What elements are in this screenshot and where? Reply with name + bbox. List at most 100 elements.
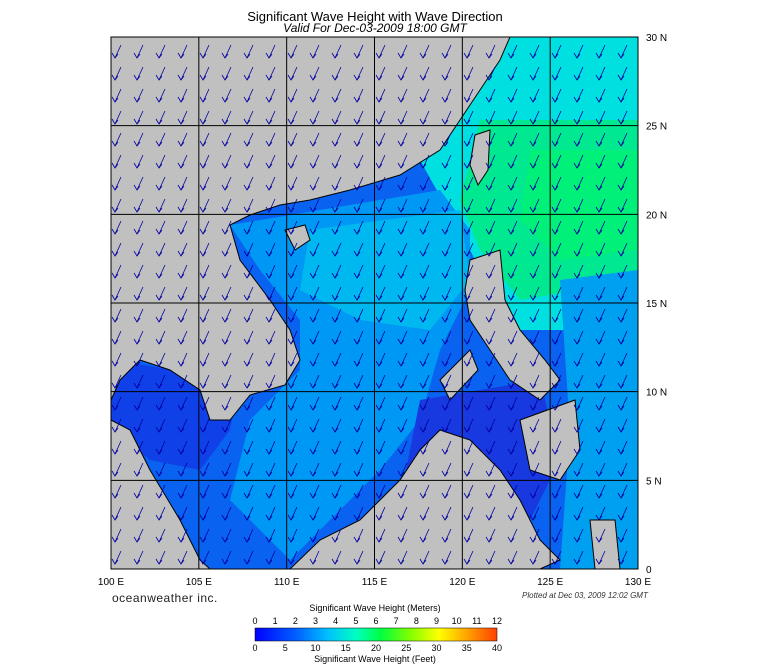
- wave-arrow: [111, 506, 122, 521]
- wave-arrow: [111, 418, 122, 433]
- wave-arrow: [419, 528, 430, 543]
- wave-arrow: [551, 110, 562, 125]
- legend-meters-tick: 6: [373, 616, 378, 626]
- wave-arrow: [485, 374, 496, 389]
- wave-arrow: [529, 88, 540, 103]
- wave-arrow: [155, 396, 166, 411]
- wave-arrow: [243, 110, 254, 125]
- wave-arrow: [485, 88, 496, 103]
- wave-arrow: [463, 396, 474, 411]
- wave-arrow: [199, 220, 210, 235]
- legend: 0 1 2 3 4 5 6 7 8 9 10 11 12 0 5 10 15 20 25 30 35 40: [252, 616, 502, 653]
- wave-arrow: [155, 132, 166, 147]
- wave-arrow: [133, 44, 144, 59]
- wave-arrow: [397, 198, 408, 213]
- legend-meters-tick: 9: [434, 616, 439, 626]
- wave-arrow: [573, 550, 584, 565]
- wave-arrow: [573, 308, 584, 323]
- wave-arrow: [485, 242, 496, 257]
- wave-arrow: [419, 440, 430, 455]
- lon-label: 105 E: [186, 577, 212, 588]
- wave-arrow: [507, 242, 518, 257]
- wave-arrow: [397, 110, 408, 125]
- wave-arrow: [397, 66, 408, 81]
- wave-arrow: [463, 528, 474, 543]
- chart-subtitle: Valid For Dec-03-2009 18:00 GMT: [283, 21, 467, 35]
- wave-arrow: [573, 396, 584, 411]
- wave-arrow: [243, 352, 254, 367]
- legend-meters-title: Significant Wave Height (Meters): [309, 603, 441, 613]
- wave-arrow: [441, 220, 452, 235]
- wave-arrow: [309, 352, 320, 367]
- wave-arrow: [309, 220, 320, 235]
- wave-arrow: [287, 374, 298, 389]
- wave-arrow: [617, 550, 628, 565]
- wave-arrow: [551, 66, 562, 81]
- wave-arrow: [155, 110, 166, 125]
- wave-arrow: [309, 286, 320, 301]
- wave-arrow: [485, 462, 496, 477]
- wave-arrow: [177, 418, 188, 433]
- wave-arrow: [265, 264, 276, 279]
- wave-arrow: [155, 418, 166, 433]
- wave-arrow: [485, 330, 496, 345]
- wave-arrow: [353, 66, 364, 81]
- wave-arrow: [595, 396, 606, 411]
- wave-arrow: [485, 550, 496, 565]
- wave-arrow: [397, 352, 408, 367]
- grid: [111, 37, 638, 569]
- wave-arrow: [375, 198, 386, 213]
- wave-arrow: [243, 528, 254, 543]
- wave-arrow: [375, 396, 386, 411]
- lat-label: 10 N: [646, 388, 667, 399]
- wave-arrow: [287, 220, 298, 235]
- wave-arrow: [177, 88, 188, 103]
- wave-arrow: [111, 484, 122, 499]
- wave-arrow: [375, 374, 386, 389]
- wave-arrow: [551, 396, 562, 411]
- wave-arrow: [287, 66, 298, 81]
- wave-arrow: [309, 550, 320, 565]
- wave-arrow: [397, 528, 408, 543]
- wave-arrow: [397, 88, 408, 103]
- wave-arrow: [309, 110, 320, 125]
- wave-arrow: [419, 132, 430, 147]
- wave-arrow: [265, 88, 276, 103]
- wave-arrow: [529, 66, 540, 81]
- wave-arrow: [243, 506, 254, 521]
- wave-arrow: [309, 44, 320, 59]
- wave-arrow: [177, 506, 188, 521]
- wave-arrow: [595, 506, 606, 521]
- wave-arrow: [265, 176, 276, 191]
- wave-arrow: [375, 88, 386, 103]
- wave-arrow: [221, 242, 232, 257]
- wave-arrow: [199, 44, 210, 59]
- wave-arrow: [243, 88, 254, 103]
- wave-arrow: [243, 286, 254, 301]
- wave-arrow: [529, 264, 540, 279]
- wave-arrow: [265, 374, 276, 389]
- wave-arrow: [353, 44, 364, 59]
- wave-arrow: [111, 308, 122, 323]
- wave-arrow: [419, 418, 430, 433]
- wave-arrow: [199, 418, 210, 433]
- wave-arrow: [287, 528, 298, 543]
- wave-arrow: [441, 132, 452, 147]
- wave-arrow: [507, 110, 518, 125]
- wave-arrow: [441, 330, 452, 345]
- wave-arrow: [397, 308, 408, 323]
- wave-arrow: [529, 132, 540, 147]
- wave-arrow: [199, 528, 210, 543]
- wave-arrow: [155, 308, 166, 323]
- wave-arrow: [485, 220, 496, 235]
- wave-arrow: [111, 264, 122, 279]
- wave-arrow: [199, 154, 210, 169]
- wave-arrow: [375, 484, 386, 499]
- wave-arrow: [199, 440, 210, 455]
- wave-arrow: [133, 198, 144, 213]
- wave-arrow: [133, 286, 144, 301]
- wave-arrow: [485, 44, 496, 59]
- wave-arrow: [441, 154, 452, 169]
- wave-arrow: [617, 418, 628, 433]
- wave-arrow: [397, 440, 408, 455]
